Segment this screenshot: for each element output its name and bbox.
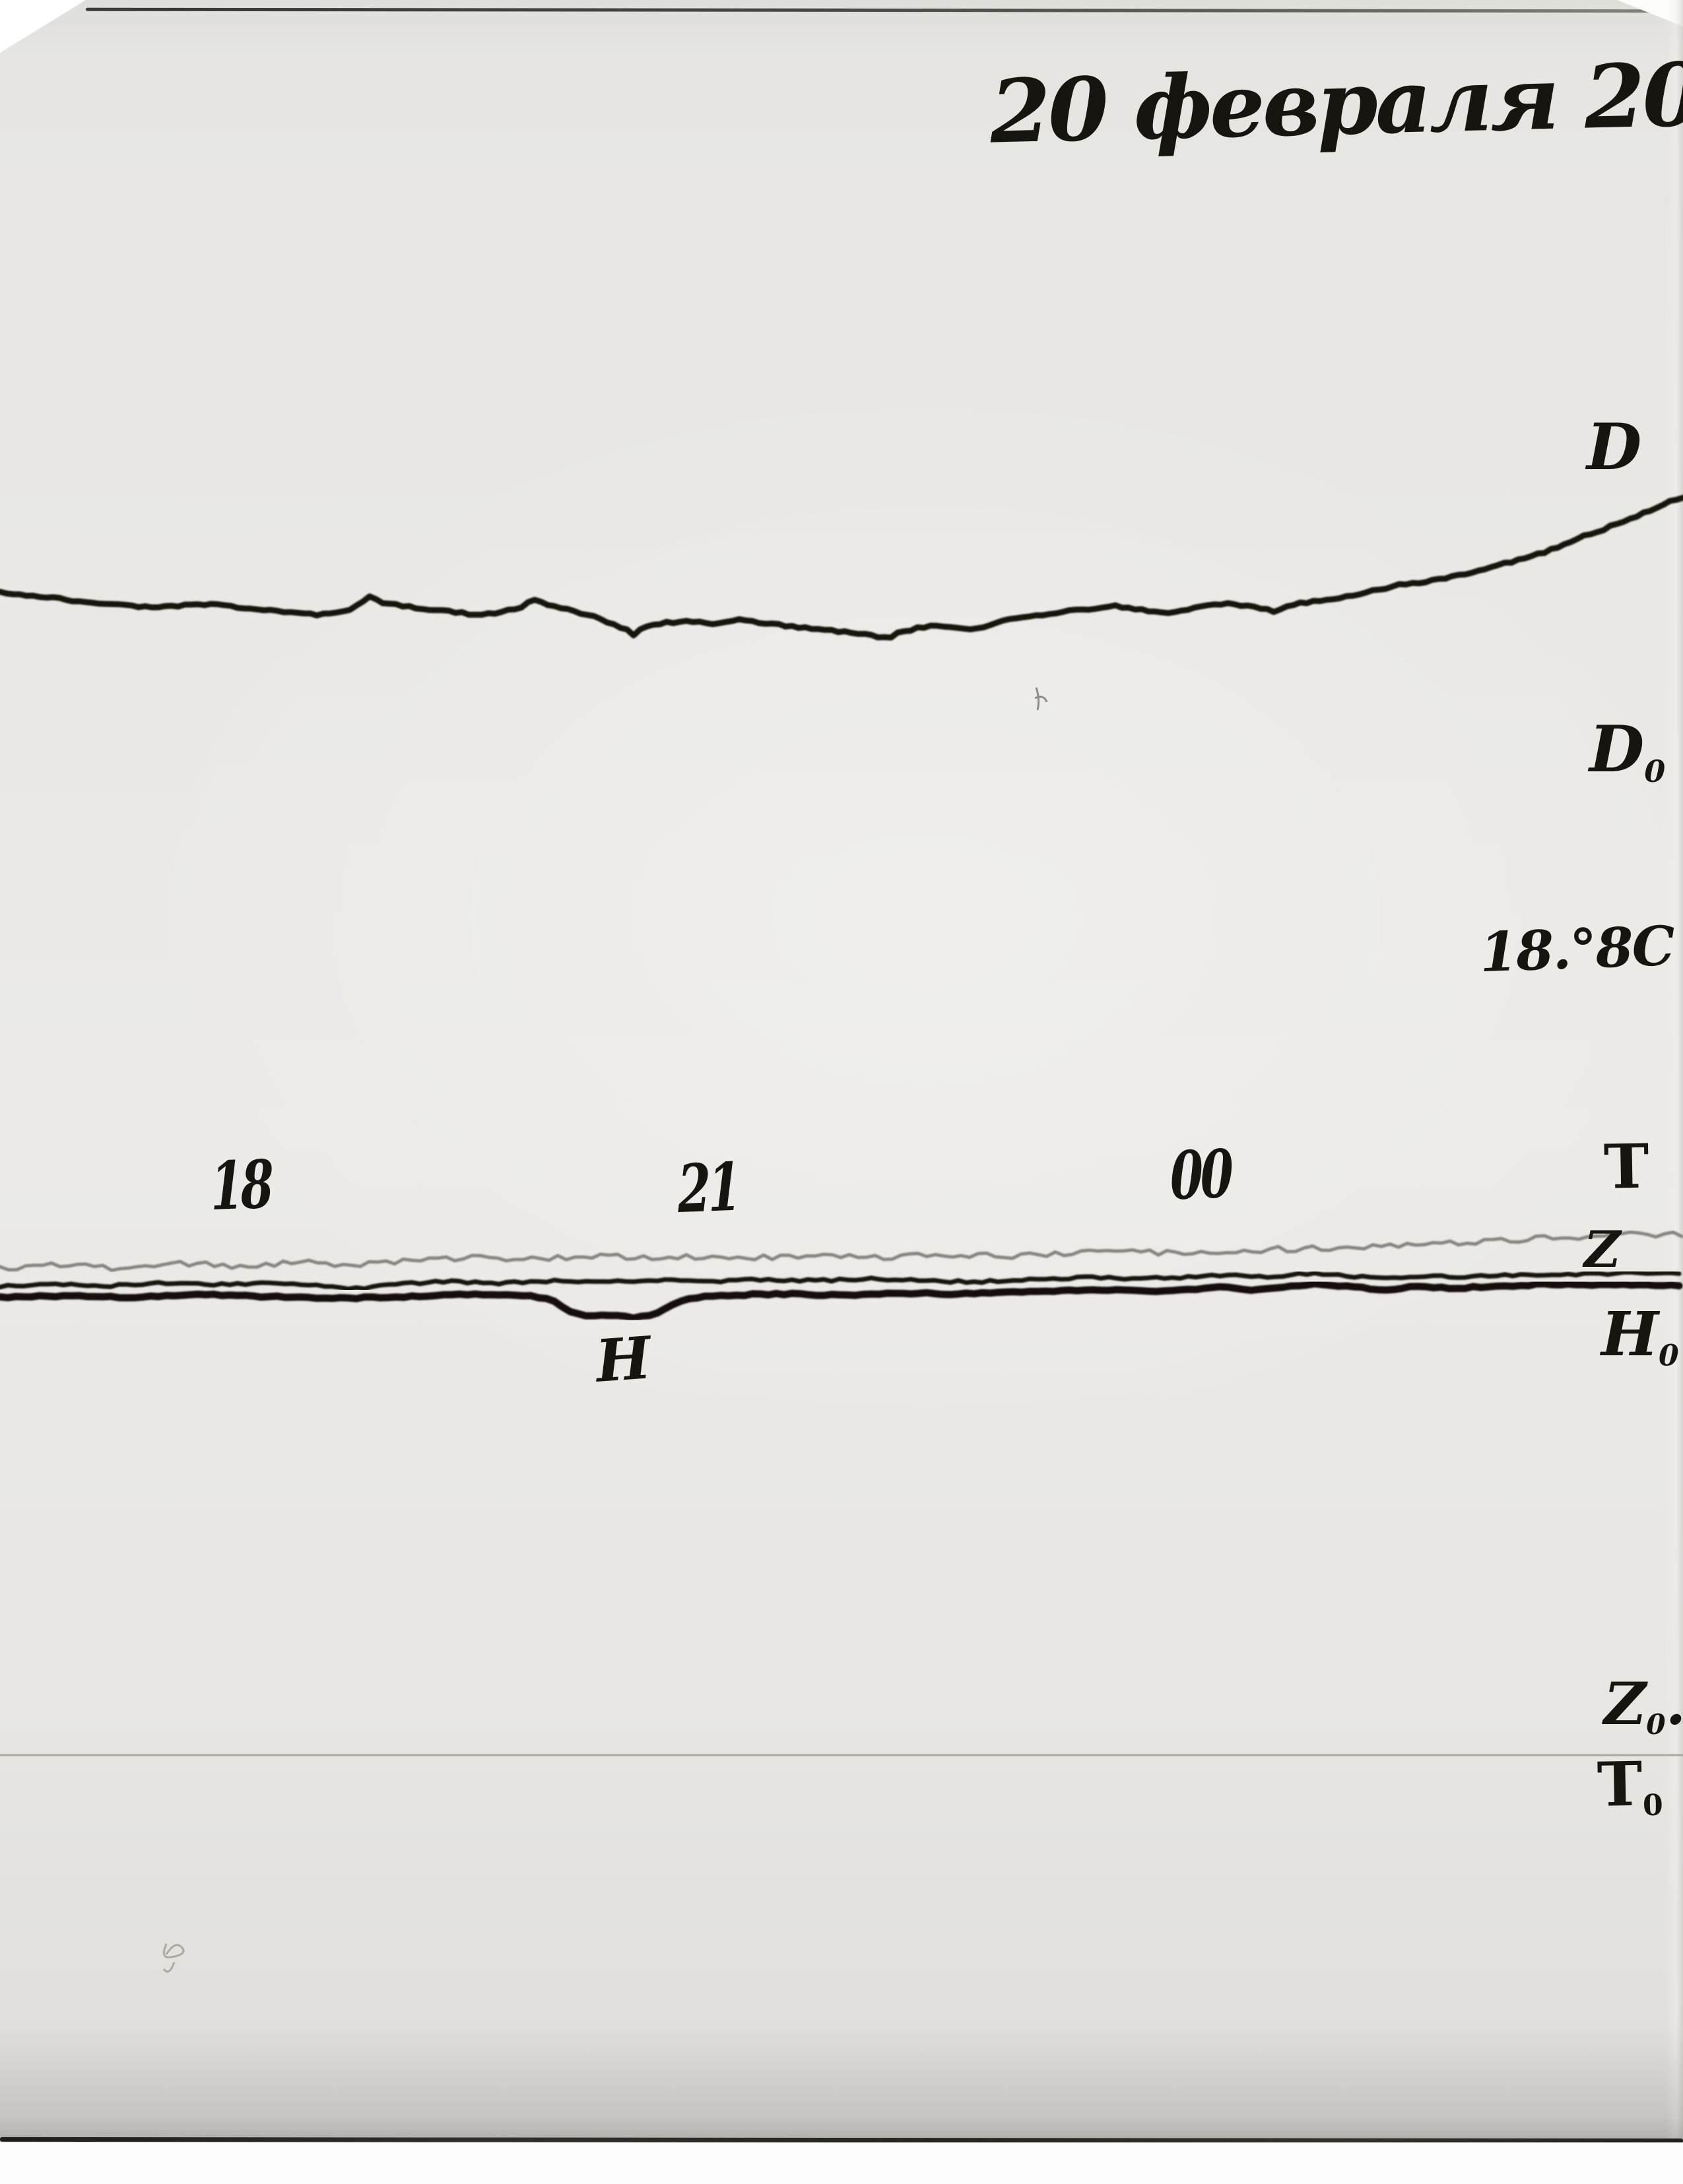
label-baseline-h0: H0 bbox=[1601, 1299, 1679, 1373]
label-baseline-z0: Z0. bbox=[1604, 1669, 1683, 1741]
temperature-annotation: 18.°8C bbox=[1478, 914, 1675, 985]
label-trace-d: D bbox=[1587, 410, 1642, 484]
hour-label-21: 21 bbox=[676, 1147, 739, 1228]
label-baseline-d0: D0 bbox=[1589, 712, 1666, 790]
trace-d bbox=[0, 494, 1683, 641]
label-baseline-t0: T0 bbox=[1596, 1748, 1664, 1823]
date-title: 20 февраля 2000г. bbox=[989, 39, 1683, 164]
hour-label-18: 18 bbox=[209, 1145, 272, 1225]
scratch-mark bbox=[1034, 687, 1048, 711]
paper-edge-right bbox=[1666, 0, 1683, 2184]
pencil-squiggle bbox=[162, 1943, 185, 1973]
hour-label-00: 00 bbox=[1169, 1134, 1232, 1215]
paper-bottom-shadow bbox=[0, 2019, 1683, 2141]
trace-z bbox=[0, 1269, 1682, 1291]
trace-t bbox=[0, 1230, 1683, 1272]
label-trace-t: T bbox=[1603, 1130, 1650, 1203]
scanner-background bbox=[0, 2142, 1683, 2184]
trace-h bbox=[0, 1280, 1683, 1322]
label-trace-h: H bbox=[593, 1323, 653, 1396]
label-trace-z: Z bbox=[1584, 1220, 1621, 1279]
